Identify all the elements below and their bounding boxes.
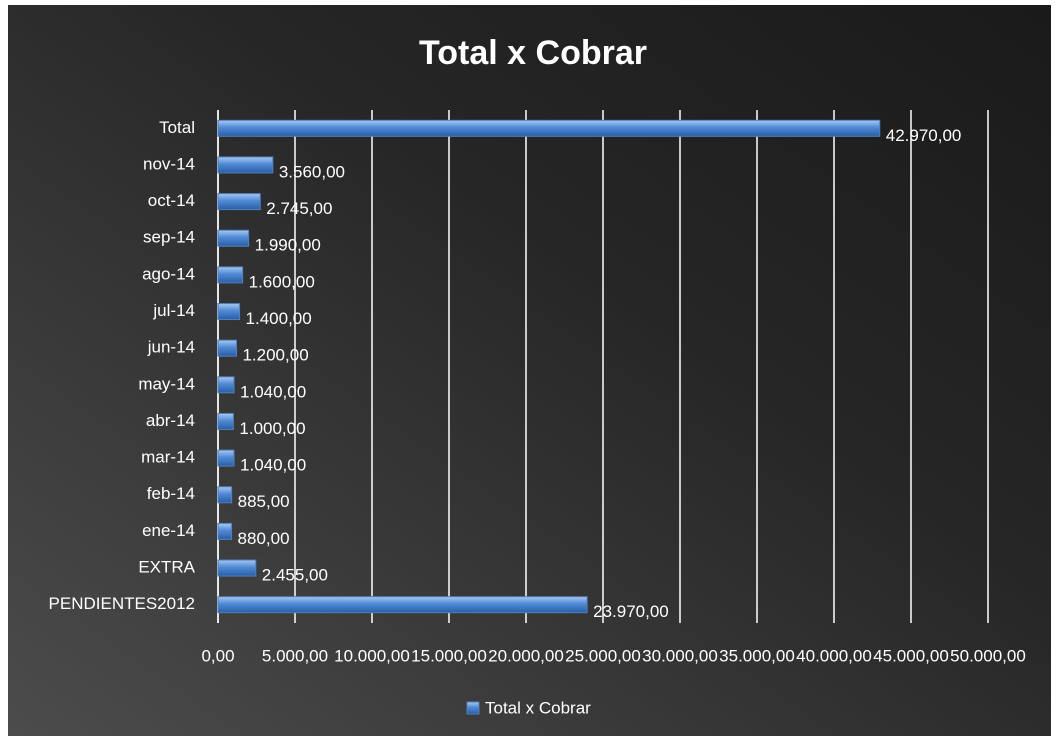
y-tick-label: sep-14 (143, 228, 195, 247)
x-tick-label: 50.000,00 (950, 646, 1026, 665)
y-tick-label: jun-14 (147, 338, 195, 357)
bar (217, 266, 244, 284)
y-tick-label: Total (159, 118, 195, 137)
bar (217, 559, 257, 577)
value-label: 42.970,00 (886, 126, 962, 145)
bar (217, 229, 250, 247)
chart-background (8, 5, 1051, 736)
value-label: 885,00 (238, 492, 290, 511)
bar (217, 596, 588, 614)
y-tick-label: feb-14 (147, 484, 195, 503)
value-label: 23.970,00 (593, 602, 669, 621)
x-tick-label: 5.000,00 (262, 646, 328, 665)
bar (217, 449, 235, 467)
y-tick-label: jul-14 (152, 301, 195, 320)
x-tick-label: 35.000,00 (719, 646, 795, 665)
x-tick-label: 45.000,00 (873, 646, 949, 665)
bar (217, 486, 233, 504)
value-label: 3.560,00 (279, 162, 345, 181)
value-label: 1.040,00 (240, 382, 306, 401)
x-tick-label: 20.000,00 (488, 646, 564, 665)
bar (217, 156, 274, 174)
legend-label: Total x Cobrar (485, 698, 591, 717)
x-tick-label: 40.000,00 (796, 646, 872, 665)
x-tick-label: 0,00 (201, 646, 234, 665)
value-label: 1.000,00 (239, 419, 305, 438)
bar (217, 339, 237, 357)
y-tick-label: may-14 (138, 374, 195, 393)
bar (217, 119, 881, 137)
bar (217, 193, 261, 211)
y-tick-label: PENDIENTES2012 (49, 594, 195, 613)
x-tick-label: 15.000,00 (411, 646, 487, 665)
chart-title: Total x Cobrar (419, 34, 647, 72)
y-tick-label: ene-14 (142, 521, 195, 540)
y-tick-label: ago-14 (142, 264, 195, 283)
y-tick-label: EXTRA (138, 558, 195, 577)
value-label: 2.455,00 (262, 566, 328, 585)
value-label: 880,00 (238, 529, 290, 548)
value-label: 1.990,00 (255, 236, 321, 255)
x-tick-label: 30.000,00 (642, 646, 718, 665)
value-label: 1.040,00 (240, 456, 306, 475)
value-label: 1.200,00 (242, 346, 308, 365)
x-tick-label: 25.000,00 (565, 646, 641, 665)
y-tick-label: abr-14 (146, 411, 195, 430)
bar (217, 522, 233, 540)
bar (217, 303, 241, 321)
x-tick-label: 10.000,00 (334, 646, 410, 665)
value-label: 2.745,00 (266, 199, 332, 218)
bar (217, 376, 235, 394)
legend-marker (466, 701, 480, 715)
value-label: 1.600,00 (249, 272, 315, 291)
y-tick-label: nov-14 (143, 154, 195, 173)
bar (217, 412, 234, 430)
value-label: 1.400,00 (246, 309, 312, 328)
y-tick-label: oct-14 (148, 191, 195, 210)
y-tick-label: mar-14 (141, 448, 195, 467)
